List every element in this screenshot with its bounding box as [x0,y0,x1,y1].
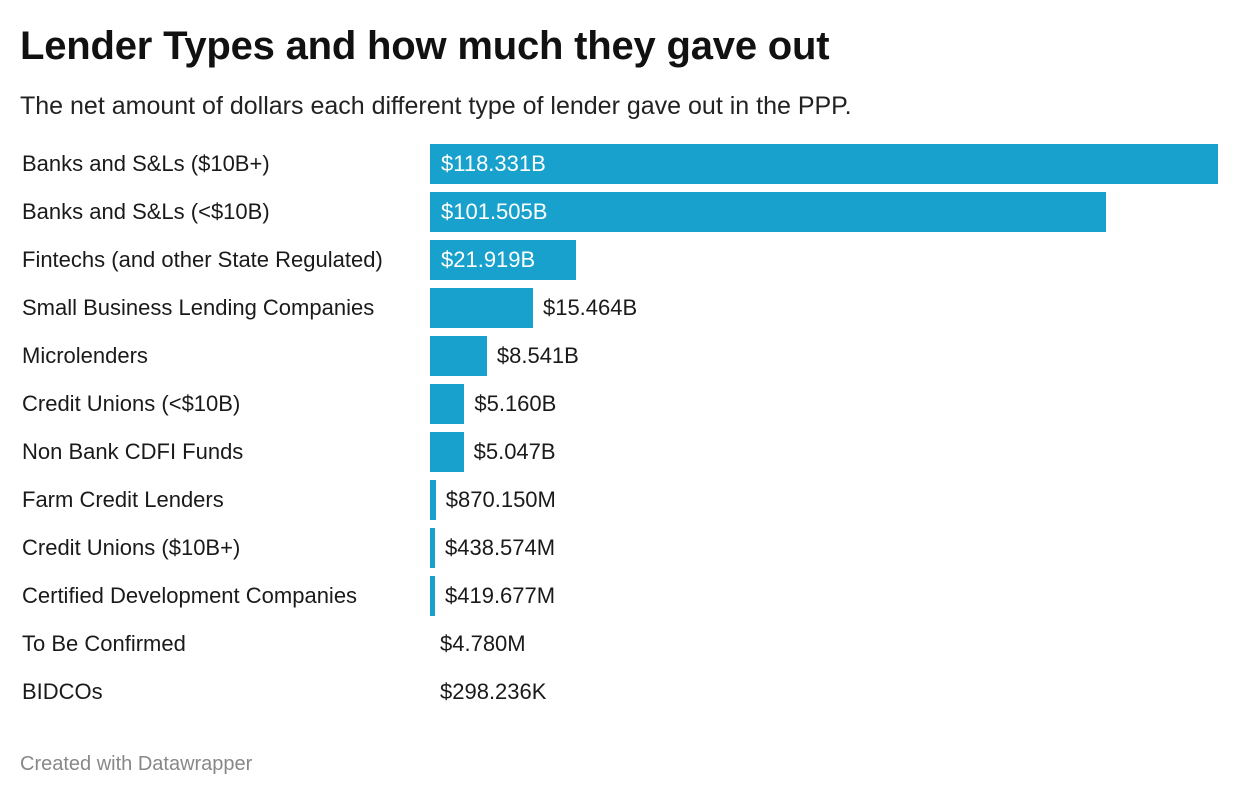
category-label: Farm Credit Lenders [22,487,224,512]
category-label: Fintechs (and other State Regulated) [22,247,383,272]
bar-row: Banks and S&Ls ($10B+) $118.331B [0,140,1240,188]
bar-row: BIDCOs $298.236K [0,668,1240,716]
category-label: Credit Unions (<$10B) [22,391,241,416]
category-label: Microlenders [22,343,148,368]
bar [430,432,464,472]
bar-row: To Be Confirmed $4.780M [0,620,1240,668]
bar [430,528,435,568]
value-label: $4.780M [440,631,526,656]
category-label: Banks and S&Ls ($10B+) [22,151,270,176]
bar-row: Small Business Lending Companies $15.464B [0,284,1240,332]
bar-row: Credit Unions (<$10B) $5.160B [0,380,1240,428]
chart-subtitle: The net amount of dollars each different… [20,92,852,120]
bar [430,480,436,520]
bar [430,576,435,616]
category-label: To Be Confirmed [22,631,186,656]
value-label: $8.541B [496,343,579,368]
value-label: $438.574M [445,535,556,560]
bar [430,336,487,376]
category-label: Certified Development Companies [22,583,358,608]
bar-row: Non Bank CDFI Funds $5.047B [0,428,1240,476]
bar-chart: Banks and S&Ls ($10B+) $118.331B Banks and… [0,140,1240,716]
bar-row: Credit Unions ($10B+) $438.574M [0,524,1240,572]
value-label: $101.505B [441,199,548,224]
bar-row: Fintechs (and other State Regulated) $21.… [0,236,1240,284]
value-label: $5.160B [474,391,557,416]
bar [430,288,533,328]
value-label: $298.236K [440,679,547,704]
bar [430,144,1218,184]
chart-title: Lender Types and how much they gave out [20,24,830,68]
value-label: $15.464B [542,295,638,320]
bar-row: Certified Development Companies $419.677M [0,572,1240,620]
bar [430,384,465,424]
value-label: $5.047B [473,439,556,464]
bar [430,192,1106,232]
category-label: Banks and S&Ls (<$10B) [22,199,270,224]
bar-row: Farm Credit Lenders $870.150M [0,476,1240,524]
value-label: $870.150M [445,487,556,512]
value-label: $118.331B [441,151,546,176]
value-label: $21.919B [441,247,536,272]
bar-row: Banks and S&Ls (<$10B) $101.505B [0,188,1240,236]
category-label: BIDCOs [22,679,103,704]
category-label: Credit Unions ($10B+) [22,535,241,560]
category-label: Small Business Lending Companies [22,295,375,320]
value-label: $419.677M [445,583,556,608]
category-label: Non Bank CDFI Funds [22,439,244,464]
datawrapper-credit[interactable]: Created with Datawrapper [20,753,253,775]
bar-row: Microlenders $8.541B [0,332,1240,380]
bar [430,240,576,280]
